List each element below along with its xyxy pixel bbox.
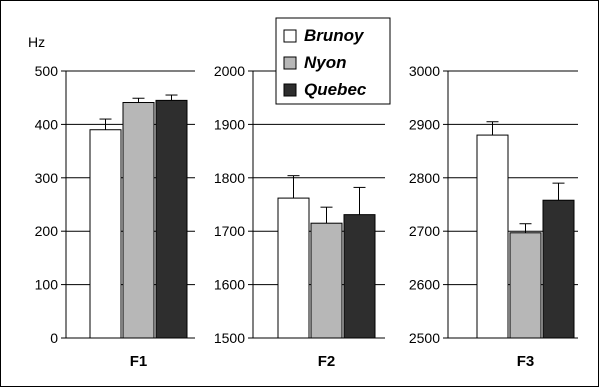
panel-label: F2: [318, 353, 336, 370]
bar-quebec: [155, 99, 188, 339]
bar-nyon: [122, 102, 155, 339]
legend-label: Nyon: [304, 53, 347, 72]
legend-swatch-brunoy: [283, 29, 297, 43]
bar-brunoy: [89, 129, 122, 339]
legend-swatch-quebec: [283, 83, 297, 97]
panel-label: F3: [517, 353, 535, 370]
y-tick-label: 500: [35, 63, 59, 79]
legend: Brunoy Nyon Quebec: [275, 17, 391, 105]
y-tick-label: 300: [35, 170, 59, 186]
y-tick-label: 2500: [409, 330, 440, 346]
y-tick-label: 1900: [214, 116, 245, 132]
bar-brunoy: [476, 134, 509, 339]
y-tick-label: 2600: [409, 277, 440, 293]
bar-brunoy: [277, 197, 310, 339]
y-tick-label: 1800: [214, 170, 245, 186]
y-tick-label: 200: [35, 223, 59, 239]
legend-swatch-nyon: [283, 56, 297, 70]
panel-f2: 1500 1600 1700 1800 1900 2000 F2: [214, 63, 385, 370]
y-tick-label: 1600: [214, 277, 245, 293]
bar-quebec: [343, 214, 376, 339]
y-tick-label: 100: [35, 277, 59, 293]
legend-label: Brunoy: [304, 26, 365, 45]
y-tick-label: 1500: [214, 330, 245, 346]
bar-nyon: [310, 222, 343, 339]
bar-quebec: [542, 199, 575, 339]
y-tick-label: 400: [35, 116, 59, 132]
y-tick-label: 2700: [409, 223, 440, 239]
y-tick-label: 2000: [214, 63, 245, 79]
legend-label: Quebec: [304, 80, 367, 99]
panel-f1: 0 100 200 300 400 500 F1 Hz: [28, 34, 195, 370]
y-axis-label: Hz: [28, 34, 45, 50]
panel-label: F1: [130, 353, 148, 370]
bar-nyon: [509, 232, 542, 339]
y-tick-label: 2900: [409, 116, 440, 132]
panel-f3: 2500 2600 2700 2800 2900 3000 F3: [409, 63, 578, 370]
y-tick-label: 3000: [409, 63, 440, 79]
y-tick-label: 0: [50, 330, 58, 346]
y-tick-label: 1700: [214, 223, 245, 239]
y-tick-label: 2800: [409, 170, 440, 186]
